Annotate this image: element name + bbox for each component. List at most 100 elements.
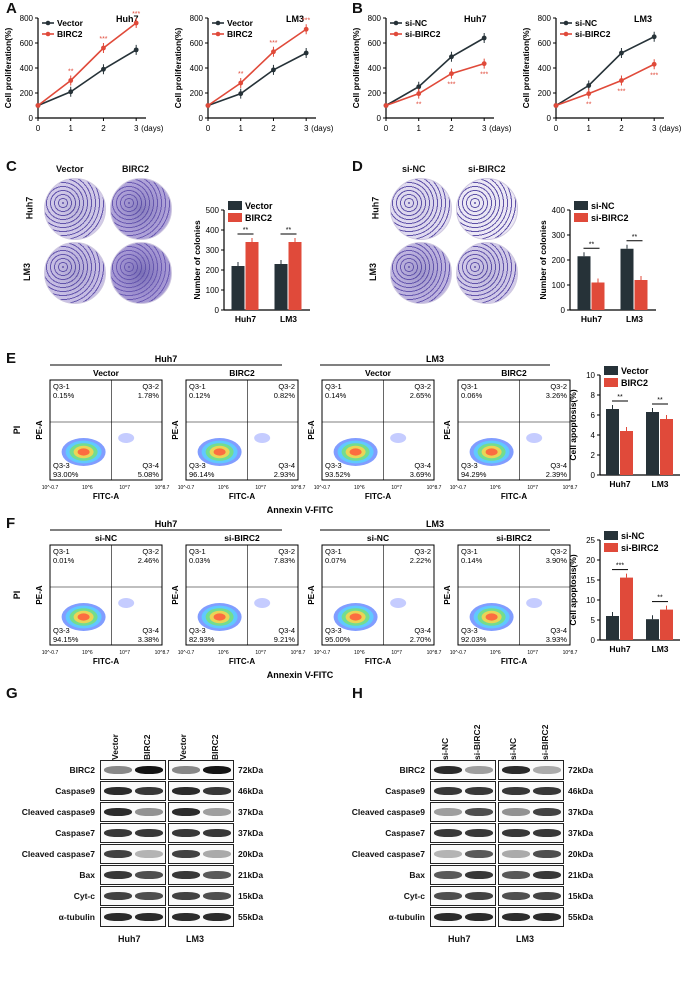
density-cloud bbox=[77, 448, 90, 456]
bar bbox=[577, 256, 591, 310]
significance-mark: *** bbox=[616, 563, 624, 570]
bar-chart: 0 100 200 300 400 500 Number of colonies Huh7 **… bbox=[192, 201, 310, 324]
series-line bbox=[385, 62, 485, 107]
significance-mark: ** bbox=[586, 102, 592, 109]
blot-band bbox=[104, 892, 132, 900]
blot-box bbox=[498, 886, 564, 906]
bar bbox=[660, 609, 673, 640]
y-axis-label: Number of colonies bbox=[192, 220, 202, 300]
y-tick-label: 800 bbox=[190, 14, 204, 23]
density-cloud bbox=[254, 598, 271, 608]
blot-band bbox=[533, 850, 561, 858]
quad-value: 94.15% bbox=[53, 635, 79, 644]
quad-value: 2.46% bbox=[138, 556, 160, 565]
plate-column-label: BIRC2 bbox=[122, 164, 150, 174]
blot-band bbox=[533, 913, 561, 921]
density-cloud bbox=[118, 598, 135, 608]
quad-label: Q3-3 bbox=[53, 626, 70, 635]
blot-kda-label: 72kDa bbox=[238, 765, 264, 775]
significance-mark: ** bbox=[243, 227, 249, 234]
plate-row-label: Huh7 bbox=[24, 196, 35, 220]
y-tick-label: 200 bbox=[206, 266, 220, 275]
blot-row-label: BIRC2 bbox=[69, 765, 95, 775]
quad-value: 2.22% bbox=[410, 556, 432, 565]
density-cloud bbox=[390, 598, 407, 608]
blot-band bbox=[434, 829, 462, 837]
blot-band bbox=[135, 892, 163, 900]
blot-row-label: Cleaved caspase7 bbox=[351, 849, 425, 859]
blot-band bbox=[465, 892, 493, 900]
blot-kda-label: 46kDa bbox=[568, 786, 594, 796]
blot-band bbox=[502, 829, 530, 837]
colony-bar-charts: 0 100 200 300 400 500 Number of colonies Huh7 **… bbox=[192, 201, 656, 324]
x-tick-label: LM3 bbox=[280, 314, 297, 324]
x-tick-label: 1 bbox=[239, 124, 244, 133]
x-tick-label: 2 bbox=[619, 124, 624, 133]
legend-marker bbox=[45, 20, 51, 26]
y-tick-label: 0 bbox=[547, 114, 552, 123]
plot-title: si-NC bbox=[367, 533, 389, 543]
panel-letter-b: B bbox=[352, 0, 363, 17]
y-tick-label: 600 bbox=[368, 39, 382, 48]
blot-box bbox=[100, 844, 166, 864]
blot-band bbox=[434, 871, 462, 879]
blot-box bbox=[498, 844, 564, 864]
blot-band bbox=[203, 808, 231, 816]
blot-band bbox=[465, 829, 493, 837]
blot-band bbox=[172, 850, 200, 858]
x-tick-label: 10^8.7 bbox=[563, 485, 578, 491]
density-cloud bbox=[526, 433, 543, 443]
x-axis-label: FITC-A bbox=[365, 657, 391, 666]
blot-kda-label: 55kDa bbox=[238, 912, 264, 922]
blot-kda-label: 15kDa bbox=[568, 891, 594, 901]
blot-box bbox=[430, 907, 496, 927]
significance-mark: ** bbox=[632, 234, 638, 241]
series-line bbox=[207, 28, 307, 107]
density-cloud bbox=[390, 433, 407, 443]
lane-label: si-NC bbox=[508, 737, 518, 760]
bar bbox=[660, 419, 673, 475]
x-tick-label: 2 bbox=[271, 124, 276, 133]
quad-value: 96.14% bbox=[189, 470, 215, 479]
proliferation-chart-3: 0 200 400 600 800 0 1 2 3 (days) Cell proliferatio… bbox=[521, 14, 682, 133]
bar bbox=[646, 412, 659, 475]
quad-value: 0.82% bbox=[274, 391, 296, 400]
quad-label: Q3-3 bbox=[189, 626, 206, 635]
x-tick-label: 10^8.7 bbox=[427, 485, 442, 491]
x-tick-label: 1 bbox=[69, 124, 74, 133]
x-axis-title: Annexin V-FITC bbox=[267, 670, 334, 680]
series-line bbox=[555, 36, 655, 107]
quad-label: Q3-3 bbox=[325, 461, 342, 470]
x-tick-label: 10^7 bbox=[391, 650, 402, 656]
bar bbox=[288, 242, 302, 310]
significance-mark: *** bbox=[99, 36, 107, 43]
plot-frame bbox=[321, 544, 435, 646]
y-axis-label: PE-A bbox=[35, 585, 44, 604]
x-tick-label: 10^8.7 bbox=[427, 650, 442, 656]
x-tick-label: 10^6 bbox=[490, 485, 501, 491]
blot-box bbox=[168, 802, 234, 822]
data-point bbox=[35, 103, 41, 108]
data-point bbox=[383, 103, 389, 108]
lane-label: si-NC bbox=[440, 737, 450, 760]
significance-mark: ** bbox=[286, 227, 292, 234]
legend-swatch bbox=[604, 366, 618, 375]
significance-mark: ** bbox=[238, 71, 244, 78]
plot-frame bbox=[49, 379, 163, 481]
bar bbox=[606, 616, 619, 640]
plot-title: Vector bbox=[365, 368, 392, 378]
blot-row-label: Cleaved caspase7 bbox=[21, 849, 95, 859]
quad-label: Q3-1 bbox=[325, 547, 342, 556]
quad-value: 3.69% bbox=[410, 470, 432, 479]
y-axis-label: PE-A bbox=[443, 585, 452, 604]
pi-label: PI bbox=[12, 591, 22, 600]
blot-band bbox=[533, 787, 561, 795]
quad-label: Q3-2 bbox=[550, 382, 567, 391]
x-tick-label: 10^-0.7 bbox=[314, 485, 331, 491]
quad-label: Q3-2 bbox=[414, 547, 431, 556]
quad-label: Q3-4 bbox=[142, 626, 159, 635]
y-axis-label: PE-A bbox=[443, 420, 452, 439]
density-cloud bbox=[254, 433, 271, 443]
legend-marker bbox=[215, 20, 221, 26]
plate-row-label: LM3 bbox=[368, 263, 378, 281]
